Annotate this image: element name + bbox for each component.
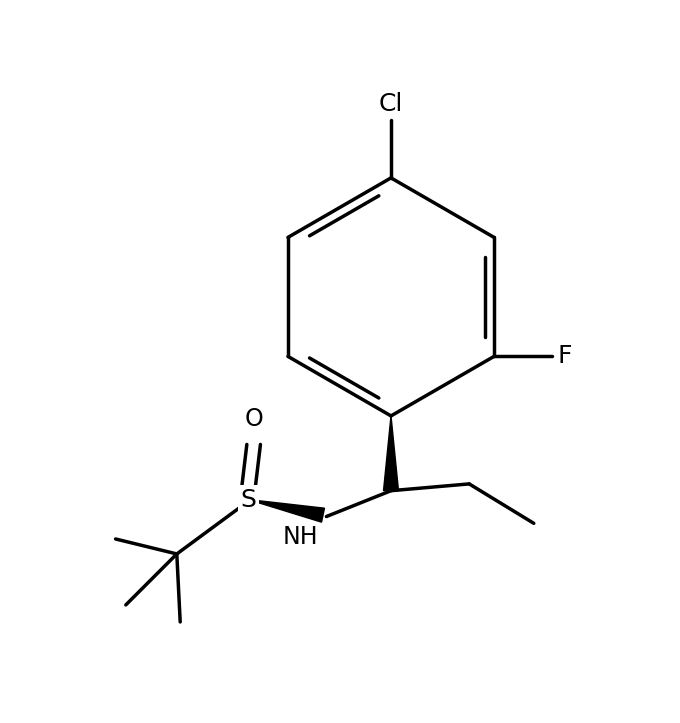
Text: O: O xyxy=(244,407,263,431)
Polygon shape xyxy=(248,500,324,522)
Text: F: F xyxy=(558,344,572,369)
Polygon shape xyxy=(384,416,398,491)
Text: S: S xyxy=(240,487,256,512)
Text: NH: NH xyxy=(283,525,318,549)
Text: Cl: Cl xyxy=(379,92,403,116)
